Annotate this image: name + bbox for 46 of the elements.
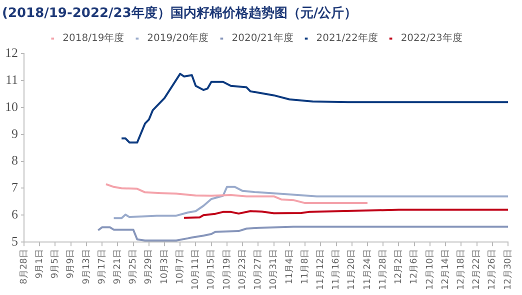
- y-tick-label: 7: [12, 180, 18, 195]
- x-tick-label: 9月9日: [66, 249, 76, 279]
- y-tick-label: 11: [5, 72, 18, 87]
- x-tick-label: 9月21日: [113, 249, 124, 284]
- x-tick-label: 11月4日: [284, 249, 295, 284]
- legend-label: 2021/22年度: [316, 32, 378, 44]
- y-tick-label: 10: [5, 98, 18, 114]
- x-tick-label: 10月7日: [175, 249, 186, 284]
- x-tick-label: 9月13日: [82, 249, 92, 284]
- x-tick-label: 12月14日: [440, 249, 451, 290]
- x-tick-label: 11月24日: [362, 249, 373, 290]
- x-tick-label: 10月15日: [206, 249, 217, 290]
- x-tick-label: 10月3日: [160, 249, 170, 284]
- x-tick-label: 11月8日: [300, 249, 310, 284]
- x-tick-label: 10月31日: [269, 249, 280, 290]
- x-tick-label: 9月29日: [144, 249, 154, 284]
- legend-label: 2020/21年度: [232, 32, 294, 44]
- y-tick-label: 8: [12, 152, 18, 168]
- legend-label: 2018/19年度: [62, 32, 124, 44]
- x-tick-label: 10月19日: [222, 249, 232, 290]
- x-tick-label: 12月18日: [456, 249, 467, 290]
- x-tick-label: 12月30日: [503, 249, 514, 290]
- x-tick-label: 9月5日: [50, 249, 61, 279]
- y-tick-label: 9: [12, 126, 18, 141]
- x-tick-label: 8月28日: [19, 249, 30, 284]
- chart-title: (2018/19-2022/23年度）国内籽棉价格趋势图（元/公斤）: [2, 5, 358, 22]
- x-tick-label: 10月27日: [254, 249, 264, 290]
- x-tick-label: 11月12日: [316, 249, 326, 290]
- x-tick-label: 11月16日: [332, 249, 342, 290]
- y-tick-label: 5: [12, 234, 18, 249]
- legend-label: 2019/20年度: [147, 32, 209, 44]
- y-tick-label: 6: [12, 206, 18, 222]
- x-tick-label: 11月28日: [378, 249, 388, 290]
- x-tick-label: 12月22日: [472, 249, 482, 290]
- x-tick-label: 12月10日: [425, 249, 436, 290]
- x-tick-label: 9月1日: [34, 249, 45, 279]
- y-tick-label: 12: [5, 45, 18, 60]
- x-tick-label: 11月20日: [347, 249, 358, 290]
- x-tick-label: 9月17日: [97, 249, 108, 284]
- legend-label: 2022/23年度: [400, 32, 462, 44]
- x-tick-label: 10月11日: [191, 249, 202, 290]
- x-tick-label: 9月25日: [128, 249, 139, 284]
- x-tick-label: 12月2日: [394, 249, 404, 284]
- x-tick-label: 12月6日: [410, 249, 420, 284]
- x-tick-label: 10月23日: [238, 249, 248, 290]
- x-tick-label: 12月26日: [488, 249, 498, 290]
